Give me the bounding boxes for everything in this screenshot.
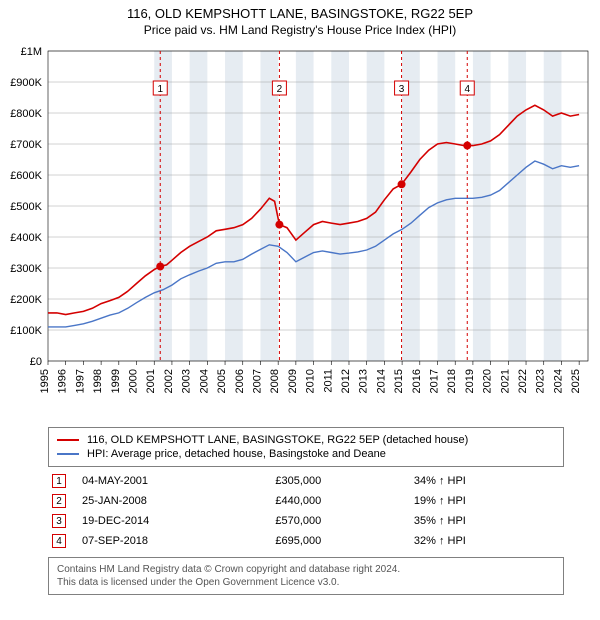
sale-index-marker: 1 xyxy=(52,474,66,488)
x-tick-label: 2004 xyxy=(198,369,210,393)
x-tick-label: 2003 xyxy=(181,369,193,393)
sale-price: £570,000 xyxy=(271,511,409,531)
sale-index-marker: 3 xyxy=(52,514,66,528)
y-tick-label: £0 xyxy=(30,356,42,368)
sale-marker-dot xyxy=(156,262,164,270)
x-tick-label: 2001 xyxy=(145,369,157,393)
sale-index-marker: 2 xyxy=(52,494,66,508)
legend-swatch xyxy=(57,439,79,441)
legend-label: HPI: Average price, detached house, Basi… xyxy=(87,448,386,460)
y-tick-label: £900K xyxy=(10,77,42,89)
sale-marker-num: 3 xyxy=(399,84,405,95)
x-tick-label: 2023 xyxy=(535,369,547,393)
sale-marker-num: 2 xyxy=(277,84,283,95)
chart-svg: £0 £100K £200K £300K £400K £500K £600K £700K £80… xyxy=(0,41,600,421)
x-tick-label: 2018 xyxy=(446,369,458,393)
table-row: 1 04-MAY-2001£305,00034% ↑ HPI xyxy=(48,471,564,491)
sale-marker-dot xyxy=(398,180,406,188)
sale-vs-hpi: 35% ↑ HPI xyxy=(410,511,564,531)
x-tick-label: 2013 xyxy=(358,369,370,393)
x-tick-label: 2020 xyxy=(482,369,494,393)
footer-attribution: Contains HM Land Registry data © Crown c… xyxy=(48,557,564,595)
page-title: 116, OLD KEMPSHOTT LANE, BASINGSTOKE, RG… xyxy=(0,0,600,21)
x-tick-label: 2005 xyxy=(216,369,228,393)
footer-line2: This data is licensed under the Open Gov… xyxy=(57,576,555,589)
x-tick-label: 2014 xyxy=(375,369,387,393)
page-subtitle: Price paid vs. HM Land Registry's House … xyxy=(0,21,600,41)
x-tick-label: 2000 xyxy=(128,369,140,393)
x-tick-label: 2019 xyxy=(464,369,476,393)
sale-date: 25-JAN-2008 xyxy=(78,491,271,511)
x-tick-label: 2017 xyxy=(429,369,441,393)
table-row: 2 25-JAN-2008£440,00019% ↑ HPI xyxy=(48,491,564,511)
table-row: 3 19-DEC-2014£570,00035% ↑ HPI xyxy=(48,511,564,531)
sale-marker-dot xyxy=(463,142,471,150)
y-tick-label: £600K xyxy=(10,170,42,182)
sales-table: 1 04-MAY-2001£305,00034% ↑ HPI 2 25-JAN-200… xyxy=(48,471,564,551)
x-tick-label: 2012 xyxy=(340,369,352,393)
sale-vs-hpi: 19% ↑ HPI xyxy=(410,491,564,511)
y-tick-label: £100K xyxy=(10,325,42,337)
legend: 116, OLD KEMPSHOTT LANE, BASINGSTOKE, RG… xyxy=(48,427,564,467)
y-tick-label: £200K xyxy=(10,294,42,306)
x-tick-label: 2002 xyxy=(163,369,175,393)
price-chart: £0 £100K £200K £300K £400K £500K £600K £700K £80… xyxy=(0,41,600,421)
x-tick-label: 2025 xyxy=(570,369,582,393)
x-tick-label: 1996 xyxy=(57,369,69,393)
legend-row: HPI: Average price, detached house, Basi… xyxy=(57,447,555,461)
x-tick-label: 1999 xyxy=(110,369,122,393)
x-tick-label: 2007 xyxy=(251,369,263,393)
sale-marker-num: 1 xyxy=(157,84,163,95)
y-tick-label: £1M xyxy=(21,46,42,58)
sale-date: 07-SEP-2018 xyxy=(78,531,271,551)
sale-price: £695,000 xyxy=(271,531,409,551)
x-tick-label: 2010 xyxy=(305,369,317,393)
x-tick-label: 2016 xyxy=(411,369,423,393)
y-tick-label: £300K xyxy=(10,263,42,275)
x-tick-label: 1998 xyxy=(92,369,104,393)
x-tick-label: 2024 xyxy=(552,369,564,393)
y-tick-label: £700K xyxy=(10,139,42,151)
sale-marker-dot xyxy=(275,221,283,229)
footer-line1: Contains HM Land Registry data © Crown c… xyxy=(57,563,555,576)
table-row: 4 07-SEP-2018£695,00032% ↑ HPI xyxy=(48,531,564,551)
x-tick-label: 2011 xyxy=(322,369,334,393)
sale-marker-num: 4 xyxy=(464,84,470,95)
x-tick-label: 2009 xyxy=(287,369,299,393)
sale-vs-hpi: 32% ↑ HPI xyxy=(410,531,564,551)
y-tick-label: £500K xyxy=(10,201,42,213)
legend-row: 116, OLD KEMPSHOTT LANE, BASINGSTOKE, RG… xyxy=(57,433,555,447)
sale-index-marker: 4 xyxy=(52,534,66,548)
sale-vs-hpi: 34% ↑ HPI xyxy=(410,471,564,491)
x-tick-label: 2008 xyxy=(269,369,281,393)
sale-price: £305,000 xyxy=(271,471,409,491)
sale-price: £440,000 xyxy=(271,491,409,511)
sale-date: 04-MAY-2001 xyxy=(78,471,271,491)
y-tick-label: £800K xyxy=(10,108,42,120)
x-tick-label: 2022 xyxy=(517,369,529,393)
legend-swatch xyxy=(57,453,79,455)
x-tick-label: 2015 xyxy=(393,369,405,393)
sale-date: 19-DEC-2014 xyxy=(78,511,271,531)
x-tick-label: 2021 xyxy=(499,369,511,393)
x-tick-label: 2006 xyxy=(234,369,246,393)
x-tick-label: 1997 xyxy=(74,369,86,393)
y-tick-label: £400K xyxy=(10,232,42,244)
legend-label: 116, OLD KEMPSHOTT LANE, BASINGSTOKE, RG… xyxy=(87,434,468,446)
x-tick-label: 1995 xyxy=(39,369,51,393)
